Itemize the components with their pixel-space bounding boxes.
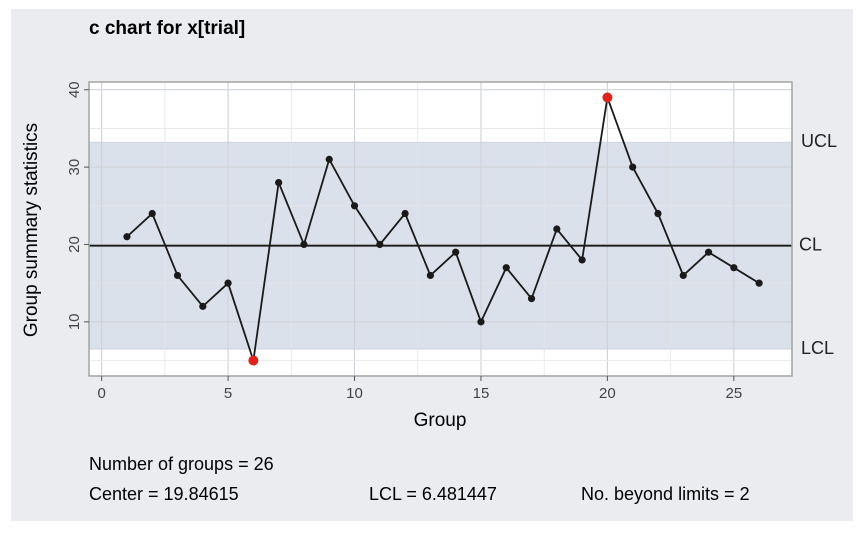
stat-number-of-groups: Number of groups = 26 — [89, 454, 274, 474]
data-point — [173, 271, 182, 280]
data-point — [654, 209, 662, 218]
data-point — [629, 163, 637, 171]
data-point — [199, 302, 207, 310]
x-tick-label: 10 — [346, 385, 363, 402]
data-point — [704, 248, 713, 256]
y-tick-label: 10 — [66, 313, 83, 330]
stat-lcl: LCL = 6.481447 — [369, 484, 497, 504]
y-axis-label: Group summary statistics — [21, 123, 42, 337]
series-line — [126, 97, 760, 361]
data-point — [123, 233, 131, 241]
data-point — [452, 248, 460, 256]
data-point — [755, 279, 763, 287]
data-point — [527, 295, 536, 303]
y-axis-ticks: 10 20 30 40 — [66, 81, 89, 330]
gridlines — [89, 82, 798, 376]
x-tick-label: 20 — [599, 385, 616, 402]
stat-center: Center = 19.84615 — [89, 484, 239, 504]
data-points — [123, 92, 763, 366]
data-point — [148, 209, 156, 218]
x-tick-label: 25 — [725, 385, 742, 402]
data-point — [300, 240, 308, 249]
ucl-label: UCL — [801, 131, 837, 151]
data-point — [553, 225, 561, 233]
x-tick-label: 0 — [97, 385, 105, 402]
data-point — [350, 202, 359, 210]
stat-beyond-limits: No. beyond limits = 2 — [581, 484, 750, 504]
cl-label: CL — [799, 234, 822, 254]
x-tick-label: 15 — [473, 385, 490, 402]
data-point — [376, 240, 384, 249]
lcl-label: LCL — [801, 338, 834, 358]
y-tick-label: 30 — [66, 159, 83, 176]
data-point — [401, 209, 409, 218]
data-point — [730, 264, 738, 272]
x-axis-ticks: 0 5 10 15 20 25 — [97, 376, 742, 402]
y-tick-label: 40 — [66, 81, 83, 98]
y-tick-label: 20 — [66, 236, 83, 253]
x-tick-label: 5 — [224, 385, 232, 402]
data-point — [224, 279, 232, 287]
x-axis-label: Group — [414, 410, 467, 431]
data-point — [679, 271, 687, 280]
data-point — [426, 271, 434, 280]
data-point-out-of-control — [602, 92, 613, 103]
data-point — [502, 264, 510, 272]
data-point — [477, 318, 485, 326]
data-point-out-of-control — [248, 355, 259, 366]
plot-frame — [88, 81, 793, 377]
data-point — [325, 155, 333, 163]
chart-title: c chart for x[trial] — [89, 18, 246, 39]
data-point — [275, 178, 283, 187]
data-point — [578, 256, 586, 264]
